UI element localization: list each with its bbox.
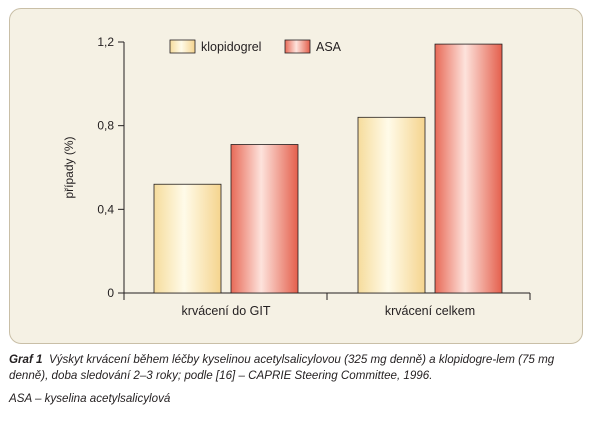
legend-swatch	[284, 39, 311, 54]
bar-klopidogrel-1	[153, 183, 222, 294]
legend-label: klopidogrel	[201, 40, 261, 54]
y-tick-label: 0,4	[97, 202, 114, 216]
x-tick-label: krvácení celkem	[385, 304, 475, 318]
legend: klopidogrel ASA	[169, 39, 342, 54]
y-tick-label: 0	[107, 286, 114, 300]
y-axis-label: případy (%)	[62, 136, 76, 198]
caption-note: ASA – kyselina acetylsalicylová	[9, 392, 171, 405]
bar-asa-2	[434, 43, 503, 294]
figure-caption: Graf 1 Výskyt krvácení během léčby kysel…	[9, 352, 585, 407]
x-tick-label: krvácení do GIT	[182, 304, 271, 318]
y-tick-label: 1,2	[97, 35, 114, 49]
legend-label: ASA	[316, 40, 342, 54]
y-tick-label: 0,8	[97, 119, 114, 133]
bars	[153, 43, 503, 294]
caption-text: Výskyt krvácení během léčby kyselinou ac…	[9, 353, 555, 382]
bar-asa-1	[230, 144, 299, 294]
legend-swatch	[169, 39, 196, 54]
bar-chart: 0 0,4 0,8 1,2 případy (%) krvácení do GIT krvá…	[62, 35, 531, 318]
caption-label: Graf 1	[9, 353, 43, 366]
bar-klopidogrel-2	[357, 116, 426, 294]
